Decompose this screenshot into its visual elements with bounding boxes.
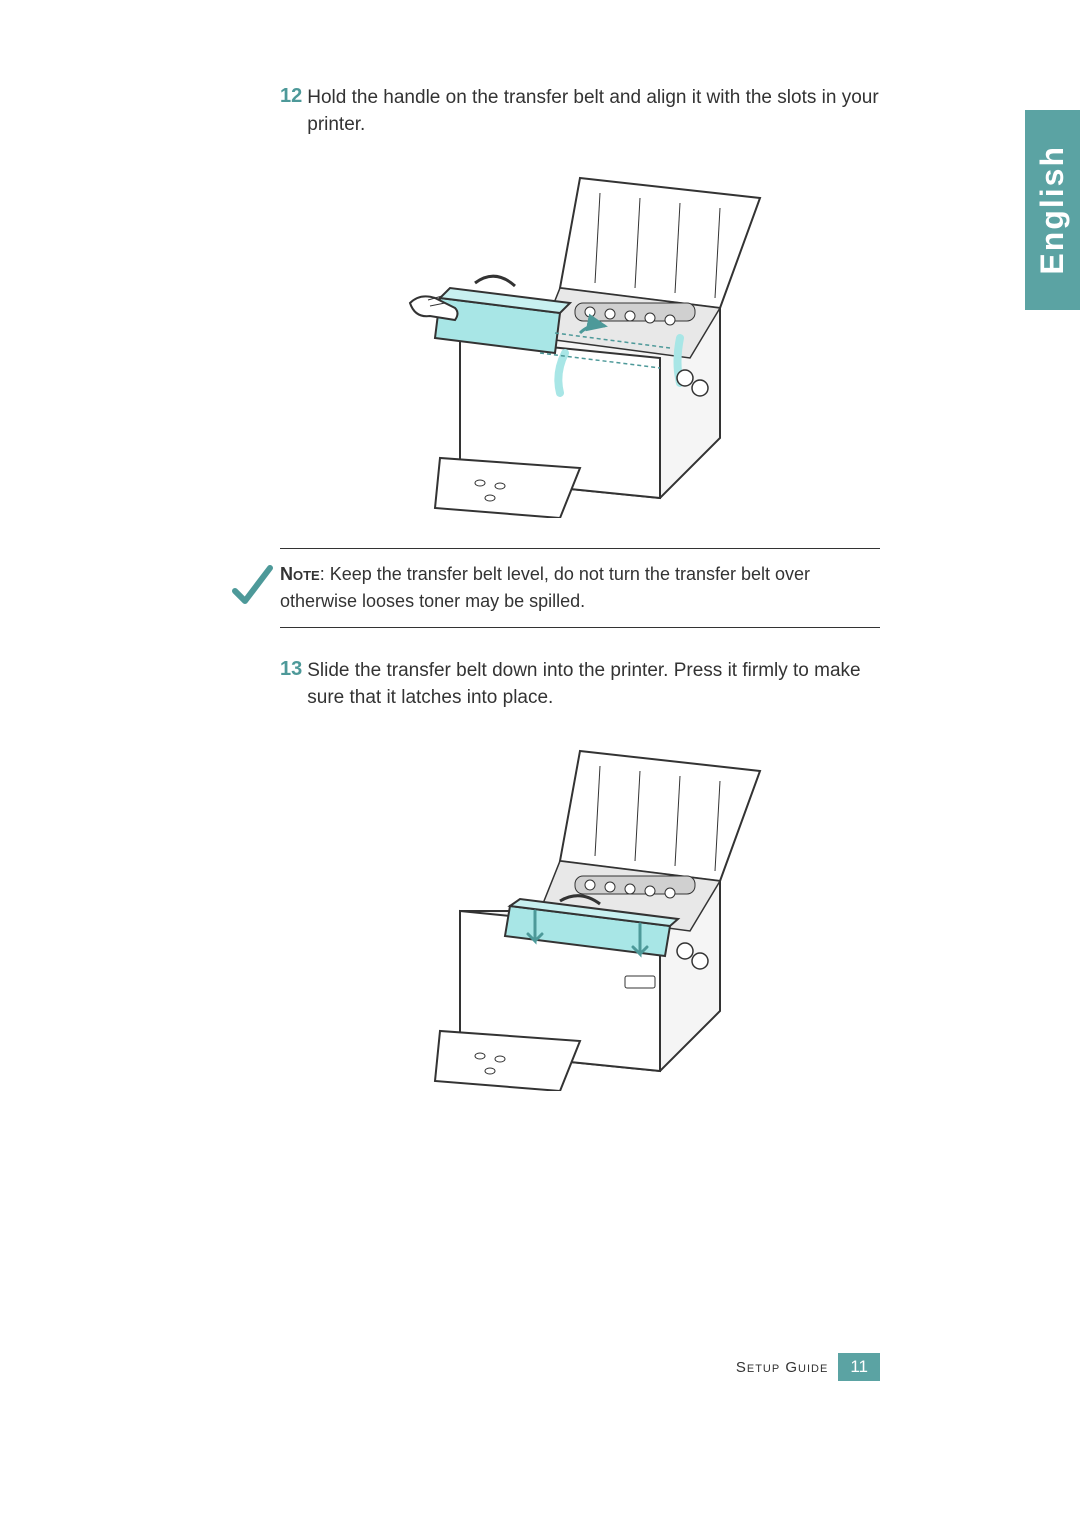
page-footer: Setup Guide 11 (736, 1353, 880, 1381)
step-12: 12 Hold the handle on the transfer belt … (280, 85, 880, 138)
checkmark-icon (230, 563, 275, 613)
step-text: Slide the transfer belt down into the pr… (307, 658, 880, 711)
divider (280, 627, 880, 628)
note-text: Note: Keep the transfer belt level, do n… (280, 561, 880, 615)
note-section: Note: Keep the transfer belt level, do n… (230, 548, 880, 628)
printer-diagram-13 (380, 731, 780, 1091)
language-tab: English (1025, 110, 1080, 310)
illustration-13 (280, 731, 880, 1096)
footer-title: Setup Guide (736, 1359, 828, 1376)
printer-diagram-12 (380, 158, 780, 518)
illustration-12 (280, 158, 880, 523)
language-label: English (1034, 145, 1071, 275)
note-body: : Keep the transfer belt level, do not t… (280, 564, 810, 611)
step-number: 12 (280, 85, 302, 108)
divider (280, 548, 880, 549)
step-number: 13 (280, 658, 302, 681)
step-text: Hold the handle on the transfer belt and… (307, 85, 880, 138)
note-label: Note (280, 564, 320, 584)
step-13: 13 Slide the transfer belt down into the… (280, 658, 880, 711)
page-number: 11 (838, 1353, 880, 1381)
page-content: 12 Hold the handle on the transfer belt … (280, 85, 880, 1121)
